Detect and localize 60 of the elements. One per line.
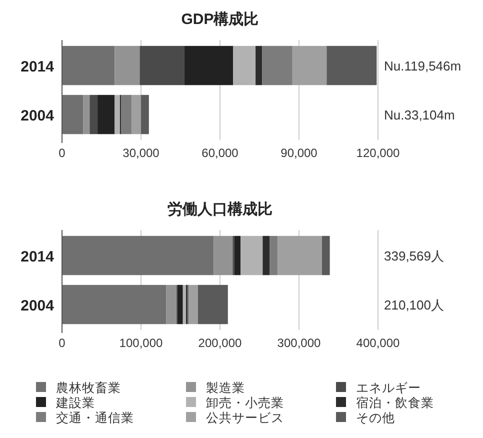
bar bbox=[270, 236, 278, 276]
bar bbox=[198, 284, 228, 324]
legend-label: 公共サービス bbox=[206, 411, 284, 425]
legend-label: 宿泊・飲食業 bbox=[356, 395, 434, 410]
bar bbox=[114, 46, 140, 86]
bar bbox=[278, 236, 322, 276]
legend-label: エネルギー bbox=[356, 381, 421, 395]
bar bbox=[262, 236, 270, 276]
bar bbox=[141, 94, 149, 134]
x-tick-label: 30,000 bbox=[122, 146, 160, 160]
legend-label: 製造業 bbox=[206, 381, 245, 395]
legend-label: その他 bbox=[356, 411, 395, 425]
bar bbox=[182, 284, 186, 324]
bar bbox=[262, 46, 292, 86]
x-tick-label: 200,000 bbox=[198, 336, 242, 350]
legend-label: 農林牧畜業 bbox=[56, 380, 121, 395]
bar bbox=[240, 236, 263, 276]
bar bbox=[166, 284, 177, 324]
x-tick-label: 400,000 bbox=[356, 336, 400, 350]
text: Nu.119,546m bbox=[384, 58, 462, 74]
y-tick-label: 2014 bbox=[20, 248, 55, 266]
legend-label: 建設業 bbox=[55, 396, 95, 410]
bar bbox=[184, 46, 234, 86]
bar bbox=[234, 236, 241, 276]
bar bbox=[98, 94, 115, 134]
chart-title: GDP構成比 bbox=[181, 11, 259, 28]
bar bbox=[322, 236, 330, 276]
bar bbox=[140, 46, 184, 86]
text: 210,100人 bbox=[384, 298, 444, 313]
x-tick-label: 60,000 bbox=[202, 146, 239, 160]
text: 339,569人 bbox=[384, 248, 444, 264]
x-tick-label: 100,000 bbox=[119, 336, 164, 350]
bar bbox=[132, 94, 141, 134]
bar bbox=[90, 94, 98, 134]
legend-label: 交通・通信業 bbox=[56, 410, 134, 425]
bar bbox=[62, 284, 166, 324]
bar bbox=[177, 284, 183, 324]
bar bbox=[62, 236, 214, 276]
bar bbox=[83, 94, 90, 134]
x-tick-label: 120,000 bbox=[356, 146, 400, 160]
x-tick-label: 0 bbox=[58, 146, 66, 160]
x-tick-label: 0 bbox=[58, 336, 66, 350]
text: Nu.33,104m bbox=[384, 108, 455, 123]
bar bbox=[214, 236, 233, 276]
bar bbox=[233, 46, 256, 86]
y-tick-label: 2004 bbox=[20, 108, 55, 125]
legend-label: 卸売・小売業 bbox=[206, 396, 284, 410]
bar bbox=[62, 46, 115, 86]
bar bbox=[256, 46, 262, 86]
y-tick-label: 2014 bbox=[20, 58, 55, 76]
bar bbox=[121, 94, 132, 134]
chart-title: 労働人口構成比 bbox=[168, 201, 272, 218]
bar bbox=[292, 46, 327, 86]
bar bbox=[189, 284, 198, 324]
x-tick-label: 90,000 bbox=[280, 146, 318, 160]
bar bbox=[62, 94, 84, 134]
bar bbox=[326, 46, 377, 86]
bar bbox=[114, 94, 120, 134]
x-tick-label: 300,000 bbox=[277, 336, 322, 350]
y-tick-label: 2004 bbox=[20, 298, 55, 315]
